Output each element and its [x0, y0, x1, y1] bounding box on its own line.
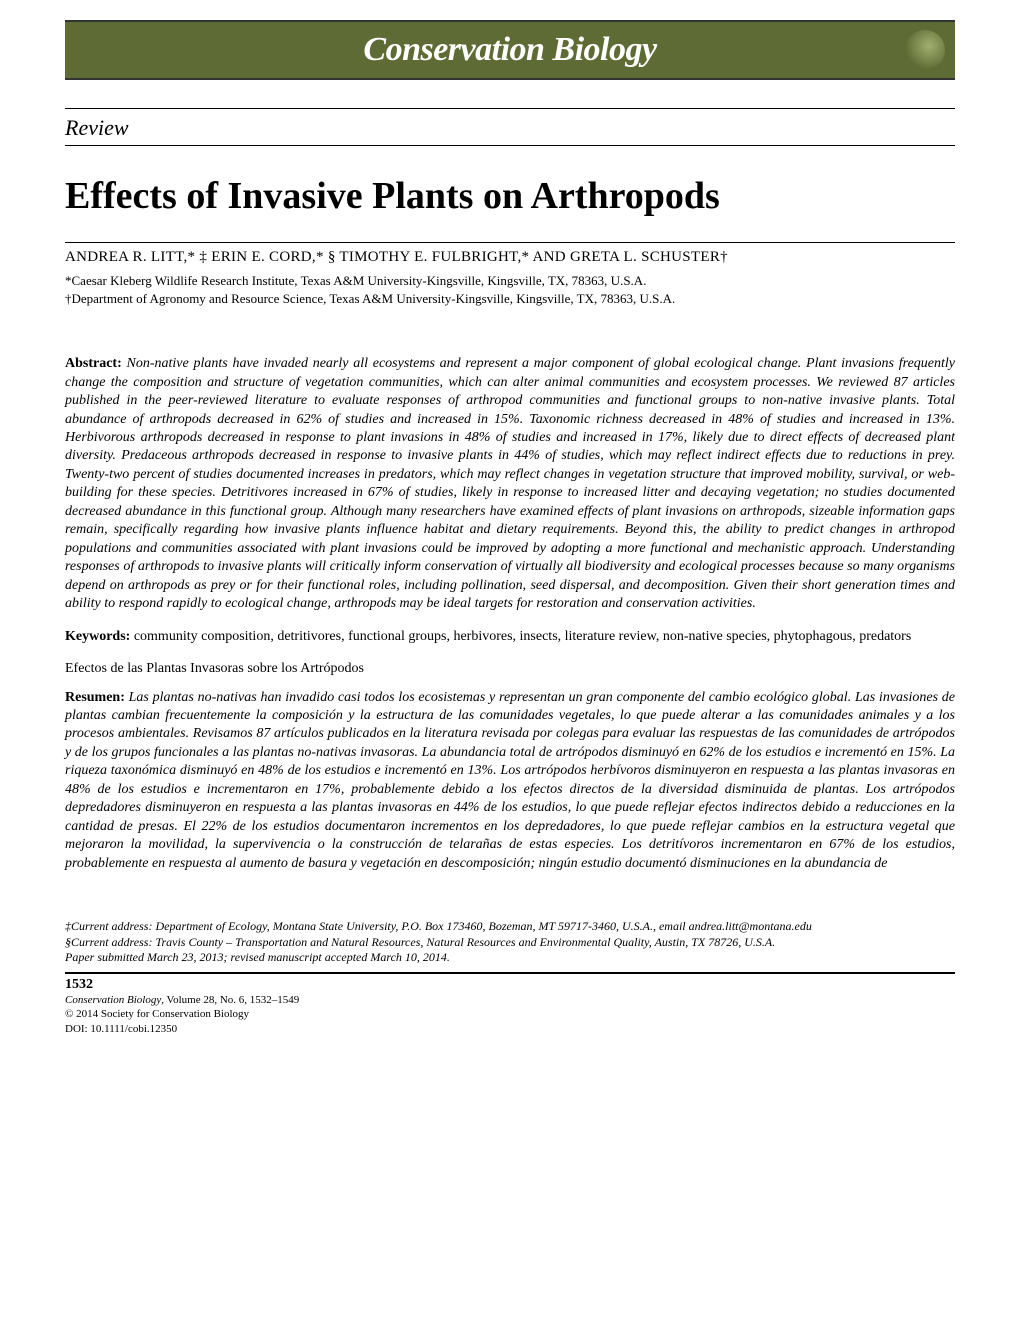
footnote-line: ‡Current address: Department of Ecology,…: [65, 919, 955, 935]
resumen-text: Las plantas no-nativas han invadido casi…: [65, 690, 955, 871]
page-container: Conservation Biology Review Effects of I…: [0, 0, 1020, 1066]
abstract-text: Non-native plants have invaded nearly al…: [65, 356, 955, 611]
author-list: ANDREA R. LITT,* ‡ ERIN E. CORD,* § TIMO…: [65, 249, 955, 266]
journal-name: Conservation Biology: [363, 31, 656, 69]
footer-volume: , Volume 28, No. 6, 1532–1549: [161, 994, 299, 1006]
spanish-title: Efectos de las Plantas Invasoras sobre l…: [65, 661, 955, 677]
footer-rule: [65, 972, 955, 974]
keywords-text: community composition, detritivores, fun…: [134, 629, 911, 644]
resumen-block: Resumen: Las plantas no-nativas han inva…: [65, 689, 955, 874]
footer-meta: Conservation Biology, Volume 28, No. 6, …: [65, 993, 955, 1036]
page-number: 1532: [65, 977, 955, 993]
spacer: [65, 80, 955, 108]
journal-logo-icon: [905, 30, 945, 70]
abstract-label: Abstract:: [65, 356, 122, 371]
abstract-block: Abstract: Non-native plants have invaded…: [65, 355, 955, 614]
rule-under-type: [65, 145, 955, 146]
rule-above-authors: [65, 242, 955, 243]
footer-copyright: © 2014 Society for Conservation Biology: [65, 1008, 249, 1020]
rule-top: [65, 108, 955, 109]
article-title: Effects of Invasive Plants on Arthropods: [65, 174, 955, 218]
journal-header-band: Conservation Biology: [65, 20, 955, 80]
footer-journal-name: Conservation Biology: [65, 994, 161, 1006]
affiliation-line: †Department of Agronomy and Resource Sci…: [65, 290, 955, 308]
resumen-label: Resumen:: [65, 690, 125, 705]
footnote-line: Paper submitted March 23, 2013; revised …: [65, 950, 955, 966]
footer-doi: DOI: 10.1111/cobi.12350: [65, 1023, 177, 1035]
keywords-block: Keywords: community composition, detriti…: [65, 628, 955, 647]
footnote-line: §Current address: Travis County – Transp…: [65, 935, 955, 951]
article-type: Review: [65, 115, 955, 141]
footnotes-block: ‡Current address: Department of Ecology,…: [65, 919, 955, 966]
affiliations-block: *Caesar Kleberg Wildlife Research Instit…: [65, 272, 955, 307]
affiliation-line: *Caesar Kleberg Wildlife Research Instit…: [65, 272, 955, 290]
keywords-label: Keywords:: [65, 629, 130, 644]
